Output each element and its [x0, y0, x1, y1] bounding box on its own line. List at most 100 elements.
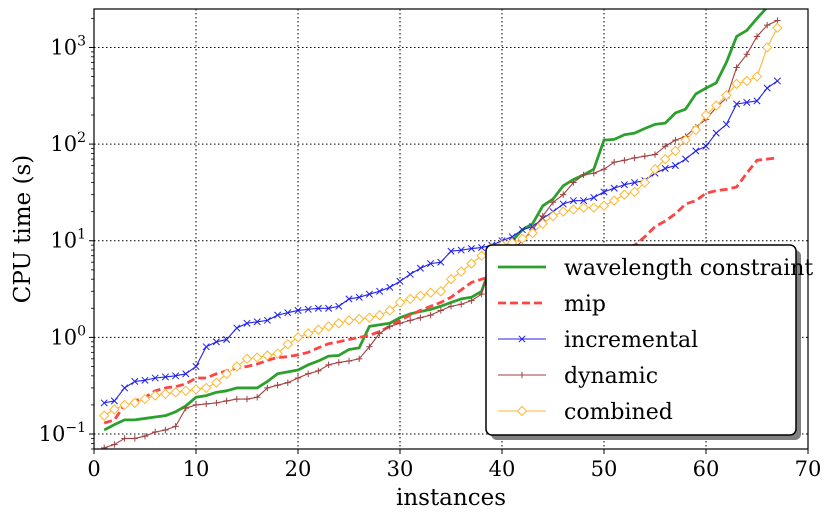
data-point — [468, 297, 475, 304]
data-point — [590, 193, 598, 202]
data-point — [680, 134, 691, 146]
data-point — [325, 361, 332, 369]
x-axis-label: instances — [396, 485, 506, 511]
data-point — [203, 400, 210, 408]
data-point — [386, 283, 394, 291]
y-tick-label: 100 — [50, 323, 86, 349]
data-point — [458, 301, 465, 308]
data-point — [568, 204, 579, 215]
data-point — [172, 372, 180, 380]
data-point — [314, 304, 322, 312]
legend-item: mip — [498, 292, 606, 317]
data-point — [111, 441, 118, 448]
data-point — [476, 250, 487, 261]
data-point — [353, 313, 365, 325]
data-point — [233, 324, 241, 332]
x-tick-label: 50 — [591, 457, 618, 481]
data-point — [345, 357, 353, 365]
data-point — [651, 151, 659, 158]
x-tick-label: 70 — [795, 457, 822, 481]
y-tick-label: 10−1 — [39, 420, 86, 446]
x-tick-label: 40 — [489, 457, 516, 481]
data-point — [600, 188, 608, 196]
legend: wavelength constraint mip incremental dynam… — [485, 244, 813, 440]
data-point — [374, 309, 385, 321]
data-point — [631, 154, 638, 162]
data-point — [315, 367, 322, 375]
data-point — [508, 233, 516, 241]
data-point — [662, 143, 669, 150]
data-point — [98, 410, 110, 421]
data-point — [141, 432, 149, 440]
data-point — [394, 297, 406, 308]
y-tick-base: 10 — [50, 132, 77, 156]
data-point — [313, 324, 324, 335]
data-point — [272, 348, 283, 359]
series-line — [103, 9, 768, 432]
data-point — [710, 100, 722, 111]
data-point — [262, 350, 273, 361]
y-tick-exponent: 3 — [77, 33, 86, 49]
data-point — [611, 158, 618, 166]
y-tick-base: 10 — [50, 229, 77, 253]
data-point — [672, 136, 679, 144]
data-point — [682, 155, 690, 163]
x-tick-label: 10 — [183, 457, 210, 481]
data-point — [253, 318, 261, 326]
data-point — [254, 394, 261, 401]
data-point — [722, 120, 730, 128]
data-point — [162, 426, 169, 434]
data-point — [304, 305, 312, 313]
data-point — [772, 22, 783, 33]
data-point — [160, 388, 171, 400]
data-point — [284, 379, 291, 386]
y-tick-exponent: 1 — [77, 227, 86, 243]
data-point — [223, 335, 231, 344]
data-point — [580, 197, 588, 205]
data-point — [560, 191, 567, 198]
data-point — [323, 321, 334, 332]
data-point — [763, 84, 771, 92]
data-point — [610, 184, 618, 192]
data-point — [539, 212, 546, 220]
data-point — [305, 370, 312, 377]
data-point — [447, 247, 455, 255]
data-point — [121, 435, 128, 442]
data-point — [376, 330, 383, 337]
y-tick-exponent: −1 — [65, 420, 86, 436]
data-point — [427, 260, 435, 268]
data-point — [100, 399, 108, 407]
data-point — [274, 311, 282, 319]
data-point — [600, 165, 608, 173]
data-point — [629, 186, 640, 198]
data-point — [733, 100, 741, 108]
y-tick-label: 101 — [50, 227, 86, 253]
data-point — [407, 317, 414, 324]
data-point — [202, 343, 210, 351]
data-point — [129, 397, 141, 409]
data-point — [743, 51, 750, 58]
y-tick-base: 10 — [39, 422, 66, 446]
data-point — [753, 97, 761, 105]
data-point — [580, 171, 587, 179]
data-point — [537, 218, 549, 229]
data-point — [659, 153, 671, 165]
data-point — [364, 312, 375, 323]
series-combined — [98, 22, 783, 421]
y-tick-exponent: 0 — [77, 323, 86, 339]
data-point — [741, 75, 753, 87]
legend-label: mip — [564, 292, 606, 317]
data-point — [712, 129, 720, 137]
data-point — [631, 179, 639, 187]
data-point — [639, 177, 651, 188]
data-point — [447, 303, 455, 310]
series-line — [103, 156, 778, 425]
data-point — [457, 246, 465, 254]
legend-marker — [518, 335, 526, 343]
y-tick-base: 10 — [50, 325, 77, 349]
data-point — [517, 233, 528, 244]
data-point — [396, 277, 404, 285]
data-point — [221, 368, 232, 380]
